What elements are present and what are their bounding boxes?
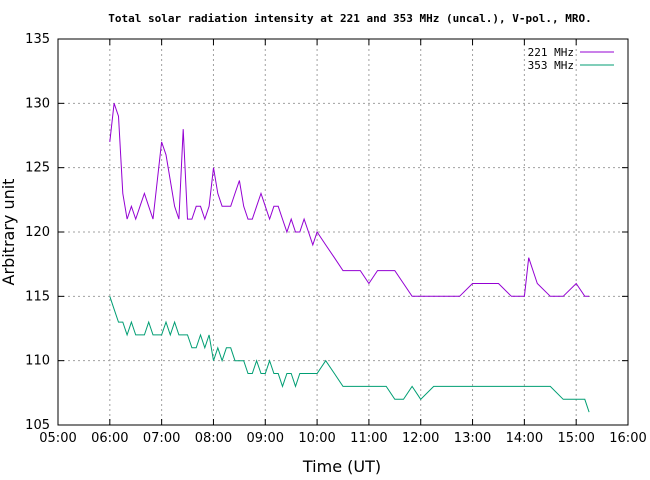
- y-tick-label: 110: [25, 354, 50, 369]
- legend-label: 353 MHz: [528, 59, 574, 72]
- series-line-221mhz: [109, 103, 590, 297]
- x-axis-label: Time (UT): [302, 457, 381, 476]
- x-tick-label: 15:00: [557, 431, 594, 446]
- x-tick-label: 12:00: [402, 431, 439, 446]
- x-tick-label: 07:00: [143, 431, 180, 446]
- axis-ticks: 05:00 06:00 07:00 08:00 09:00 10:00 11:00 12:00…: [25, 32, 647, 446]
- y-tick-label: 130: [25, 96, 50, 111]
- y-tick-label: 125: [25, 161, 50, 176]
- legend-label: 221 MHz: [528, 46, 574, 59]
- chart-title: Total solar radiation intensity at 221 a…: [108, 12, 591, 25]
- series-line-353mhz: [109, 296, 590, 413]
- y-tick-label: 135: [25, 32, 50, 47]
- x-tick-label: 09:00: [247, 431, 284, 446]
- y-tick-label: 115: [25, 289, 50, 304]
- grid: [58, 39, 628, 425]
- x-tick-label: 06:00: [91, 431, 128, 446]
- x-tick-label: 13:00: [454, 431, 491, 446]
- y-tick-label: 120: [25, 225, 50, 240]
- x-tick-label: 14:00: [506, 431, 543, 446]
- series-layer: [109, 103, 590, 413]
- x-tick-label: 05:00: [39, 431, 76, 446]
- y-axis-label: Arbitrary unit: [0, 179, 18, 286]
- x-tick-label: 16:00: [609, 431, 646, 446]
- y-tick-label: 105: [25, 418, 50, 433]
- x-tick-label: 08:00: [195, 431, 232, 446]
- x-tick-label: 11:00: [350, 431, 387, 446]
- x-tick-label: 10:00: [298, 431, 335, 446]
